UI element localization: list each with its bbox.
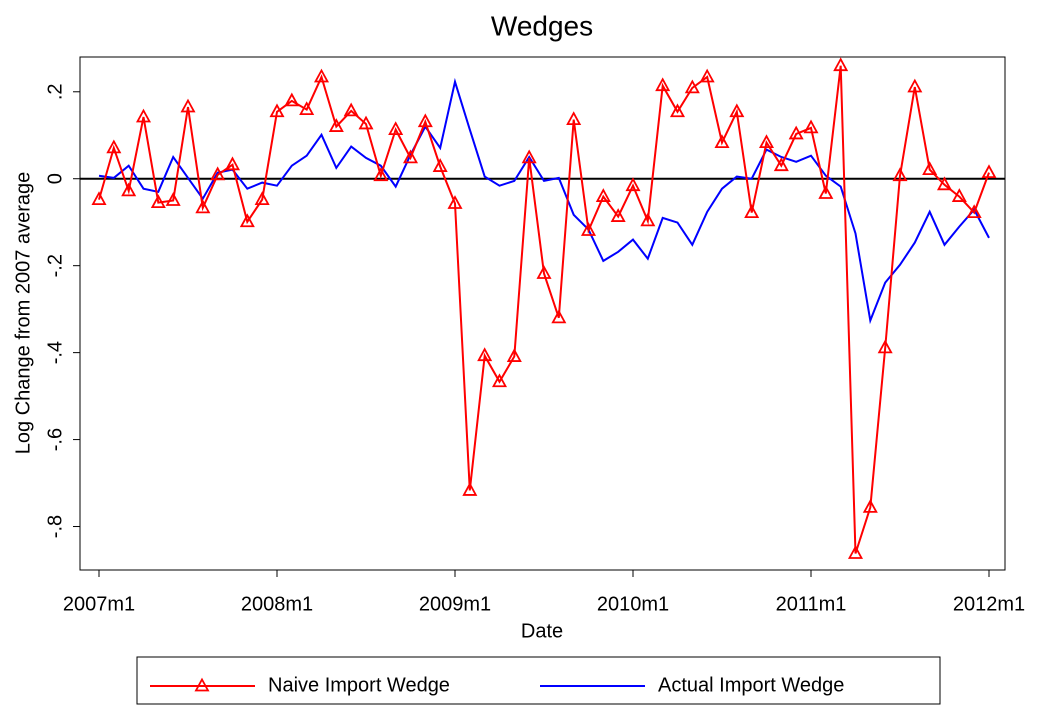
point-marker: [729, 103, 745, 118]
point-marker: [299, 101, 315, 116]
x-tick-label: 2010m1: [597, 593, 669, 615]
point-marker: [551, 309, 567, 324]
point-marker: [462, 482, 478, 496]
point-marker: [239, 213, 255, 228]
point-marker: [655, 77, 671, 92]
legend-label: Actual Import Wedge: [658, 674, 844, 696]
chart-title: Wedges: [491, 10, 593, 41]
point-marker: [847, 545, 864, 559]
point-marker: [150, 194, 166, 209]
plot-frame: [79, 56, 1006, 571]
point-marker: [892, 167, 908, 182]
x-tick-label: 2009m1: [419, 593, 491, 615]
y-tick-label: -.4: [44, 341, 66, 364]
point-marker: [936, 176, 953, 191]
point-marker: [625, 177, 641, 192]
point-marker: [373, 167, 389, 182]
point-marker: [506, 348, 522, 362]
y-tick-label: -.2: [44, 254, 66, 277]
point-marker: [773, 157, 789, 172]
point-marker: [744, 204, 760, 219]
point-marker: [951, 188, 967, 202]
point-marker: [922, 161, 938, 175]
series-line: [98, 65, 990, 554]
point-marker: [803, 119, 819, 134]
point-marker: [684, 79, 700, 94]
x-tick-label: 2008m1: [241, 593, 313, 615]
y-axis-label: Log Change from 2007 average: [12, 172, 34, 454]
point-marker: [669, 103, 686, 118]
point-marker: [180, 98, 196, 113]
point-marker: [313, 68, 330, 83]
point-marker: [981, 164, 997, 179]
point-marker: [91, 191, 107, 205]
point-marker: [699, 68, 715, 83]
x-tick-label: 2012m1: [953, 593, 1025, 615]
point-marker: [477, 347, 493, 362]
point-marker: [818, 185, 834, 199]
point-marker: [284, 92, 300, 107]
x-axis-label: Date: [521, 620, 563, 642]
point-marker: [536, 265, 552, 279]
point-marker: [121, 182, 137, 197]
point-marker: [224, 156, 241, 171]
point-marker: [195, 199, 211, 214]
point-marker: [402, 149, 419, 164]
point-marker: [328, 118, 344, 132]
point-marker: [165, 192, 181, 206]
legend-label: Naive Import Wedge: [268, 674, 450, 696]
y-tick-label: -.6: [44, 428, 66, 451]
point-marker: [358, 115, 374, 130]
point-marker: [417, 113, 433, 128]
point-marker: [135, 108, 152, 123]
point-marker: [862, 499, 878, 513]
point-marker: [610, 208, 626, 222]
point-marker: [907, 78, 923, 93]
point-marker: [833, 57, 849, 72]
point-marker: [343, 102, 359, 117]
point-marker: [388, 121, 404, 136]
point-marker: [491, 373, 508, 388]
point-marker: [714, 134, 730, 149]
point-marker: [432, 158, 448, 172]
point-marker: [877, 339, 893, 354]
legend-marker: [194, 677, 210, 692]
y-tick-label: -.8: [44, 515, 66, 538]
point-marker: [447, 195, 463, 209]
point-marker: [521, 149, 537, 164]
legend-box: [136, 656, 941, 705]
x-tick-label: 2011m1: [776, 593, 847, 615]
series-line: [98, 77, 990, 325]
point-marker: [966, 204, 982, 219]
point-marker: [566, 111, 582, 126]
point-marker: [580, 222, 597, 236]
point-marker: [269, 103, 285, 118]
x-tick-label: 2007m1: [63, 593, 135, 615]
point-marker: [254, 191, 270, 205]
point-marker: [210, 166, 226, 181]
y-tick-label: 0: [44, 173, 66, 184]
point-marker: [595, 188, 611, 202]
y-tick-label: .2: [44, 83, 66, 100]
point-marker: [788, 125, 804, 140]
point-marker: [758, 134, 775, 149]
point-marker: [640, 212, 656, 227]
point-marker: [106, 139, 122, 154]
